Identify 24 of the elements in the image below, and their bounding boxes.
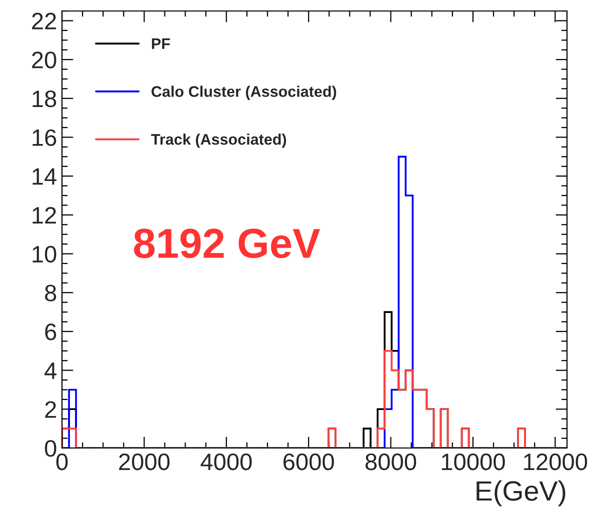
- y-tick-label: 10: [32, 246, 56, 263]
- y-tick-label: 12: [32, 207, 56, 224]
- y-tick-label: 6: [45, 324, 56, 340]
- legend-label: Calo Cluster (Associated): [152, 86, 336, 100]
- x-tick-label: 10000: [442, 453, 505, 470]
- x-tick-label: 8000: [366, 453, 416, 470]
- annotation: 8192 GeV: [134, 228, 320, 258]
- x-axis-title: E(GeV): [476, 480, 566, 506]
- x-tick-label: 4000: [200, 453, 252, 470]
- y-tick-label: 16: [32, 129, 56, 146]
- y-tick-label: 2: [45, 401, 56, 418]
- x-tick-label: 12000: [524, 453, 588, 470]
- x-tick-label: 2000: [119, 453, 170, 470]
- y-tick-label: 18: [32, 90, 56, 108]
- y-tick-label: 22: [32, 12, 56, 30]
- y-tick-label: 20: [32, 52, 56, 68]
- legend-label: Track (Associated): [151, 134, 286, 148]
- y-tick-label: 8: [45, 284, 56, 302]
- y-tick-label: 0: [44, 440, 56, 457]
- y-tick-label: 14: [32, 168, 56, 185]
- legend-label: PF: [152, 38, 170, 49]
- x-tick-label: 6000: [284, 453, 334, 470]
- y-tick-label: 4: [44, 362, 56, 379]
- x-tick-label: 0: [56, 453, 68, 470]
